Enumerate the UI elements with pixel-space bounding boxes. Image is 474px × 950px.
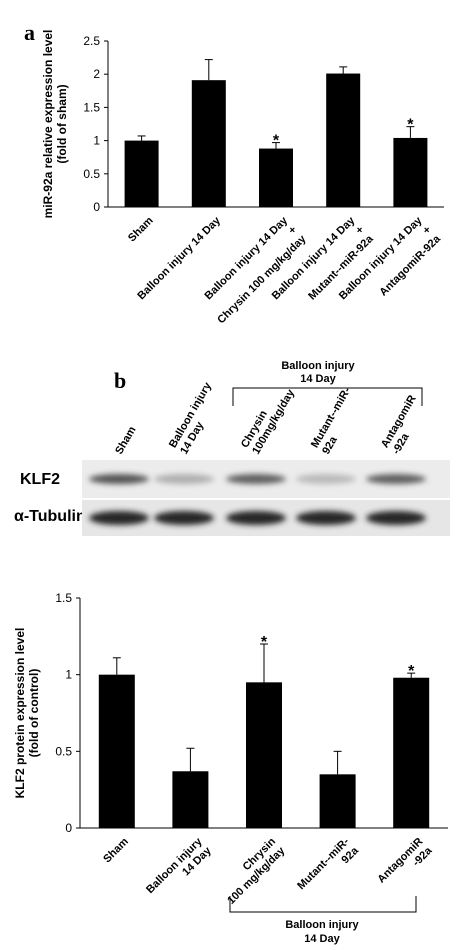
blot-lane-label-4: 92aMutant--miR- xyxy=(309,385,365,457)
blot-band-klf2-4 xyxy=(296,474,356,484)
panel-a-letter: a xyxy=(24,20,35,45)
chart-b-y-tick-label: 1.5 xyxy=(55,591,72,605)
chart-b-bar-5 xyxy=(393,677,430,828)
blot-band-tubulin-1 xyxy=(89,511,149,525)
chart-a-bar-3 xyxy=(259,148,293,207)
chart-a-y-tick-label: 0 xyxy=(93,200,100,214)
blot-lane-label-3: 100mg/kg/dayChrysin xyxy=(239,380,297,456)
chart-b-category-label-4: Mutant--miR-92a xyxy=(295,835,361,901)
chart-a-y-tick-label: 0.5 xyxy=(83,167,100,181)
chart-a-category-label-4: Balloon injury 14 Day+Mutant--miR-92a xyxy=(270,214,377,321)
chart-b-bar-4 xyxy=(319,774,356,828)
chart-b-significance-5: * xyxy=(408,663,415,680)
blot-bracket xyxy=(232,387,423,406)
chart-b-y-tick-label: 1 xyxy=(65,668,72,682)
blot-band-klf2-5 xyxy=(366,474,426,484)
chart-a-y-tick-label: 1 xyxy=(93,134,100,148)
chart-a-category-label-1: Sham xyxy=(126,214,156,244)
blot-band-tubulin-5 xyxy=(366,511,426,525)
chart-a-category-label-5: Balloon injury 14 Day+AntagomiR-92a xyxy=(337,214,444,321)
panel-b-letter: b xyxy=(114,368,126,393)
blot-band-klf2-3 xyxy=(226,474,286,484)
chart-b-group-label-line2: 14 Day xyxy=(304,933,340,945)
chart-b-bar-3 xyxy=(246,682,282,828)
chart-b-group-bracket: Balloon injury 14 Day xyxy=(229,896,417,945)
chart-a-y-label-line2: (fold of sham) xyxy=(55,84,69,163)
chart-a-significance-3: * xyxy=(273,133,280,150)
chart-b-y-label-line1: KLF2 protein expression level xyxy=(13,628,27,799)
chart-a-bar-1 xyxy=(124,140,159,207)
chart-a-significance-5: * xyxy=(407,117,414,134)
blot-row-label-klf2: KLF2 xyxy=(20,471,60,488)
blot-band-tubulin-3 xyxy=(226,511,286,525)
chart-b-y-tick-label: 0.5 xyxy=(55,744,72,758)
chart-b-significance-3: * xyxy=(261,634,268,651)
chart-a: 0 0.5 1 1.5 2 2.5 miR-92a relative expression … xyxy=(41,30,444,326)
blot-row-label-tubulin: α-Tubulin xyxy=(14,508,86,525)
chart-a-y-tick-label: 1.5 xyxy=(83,100,100,114)
blot-bracket-label-line1: Balloon injury xyxy=(281,360,355,372)
chart-b-y-tick-label: 0 xyxy=(65,821,72,835)
blot-band-klf2-1 xyxy=(89,474,149,484)
blot-bracket-label-line2: 14 Day xyxy=(300,373,336,385)
chart-b-group-label-line1: Balloon injury xyxy=(285,919,359,931)
chart-a-y-label-line1: miR-92a relative expression level xyxy=(41,30,55,219)
chart-b-category-label-5: AntagomiR-92a xyxy=(375,835,435,895)
blot-band-tubulin-4 xyxy=(296,511,356,525)
chart-b-category-label-1: Sham xyxy=(101,835,131,865)
western-blot: Balloon injury 14 Day Sham 14 DayBalloon … xyxy=(14,360,450,536)
chart-a-bar-2 xyxy=(191,80,226,207)
blot-band-klf2-2 xyxy=(154,474,214,484)
chart-b-category-label-3: Chrysin100 mg/kg/day xyxy=(216,835,288,907)
chart-a-y-tick-label: 2.5 xyxy=(83,34,100,48)
chart-a-bar-5 xyxy=(393,137,428,207)
chart-b-category-label-2: Balloon injury14 Day xyxy=(144,835,214,905)
chart-b: 0 0.5 1 1.5 KLF2 protein expression level (fo… xyxy=(13,591,448,907)
blot-lane-label-1: Sham xyxy=(113,424,138,456)
chart-a-y-tick-label: 2 xyxy=(93,67,100,81)
chart-b-bar-1 xyxy=(98,674,135,828)
chart-a-bar-4 xyxy=(326,73,361,207)
chart-b-y-label-line2: (fold of control) xyxy=(27,669,41,758)
blot-band-tubulin-2 xyxy=(154,511,214,525)
blot-lane-label-2: 14 DayBalloon injury xyxy=(167,380,226,457)
chart-b-bar-2 xyxy=(172,771,209,828)
